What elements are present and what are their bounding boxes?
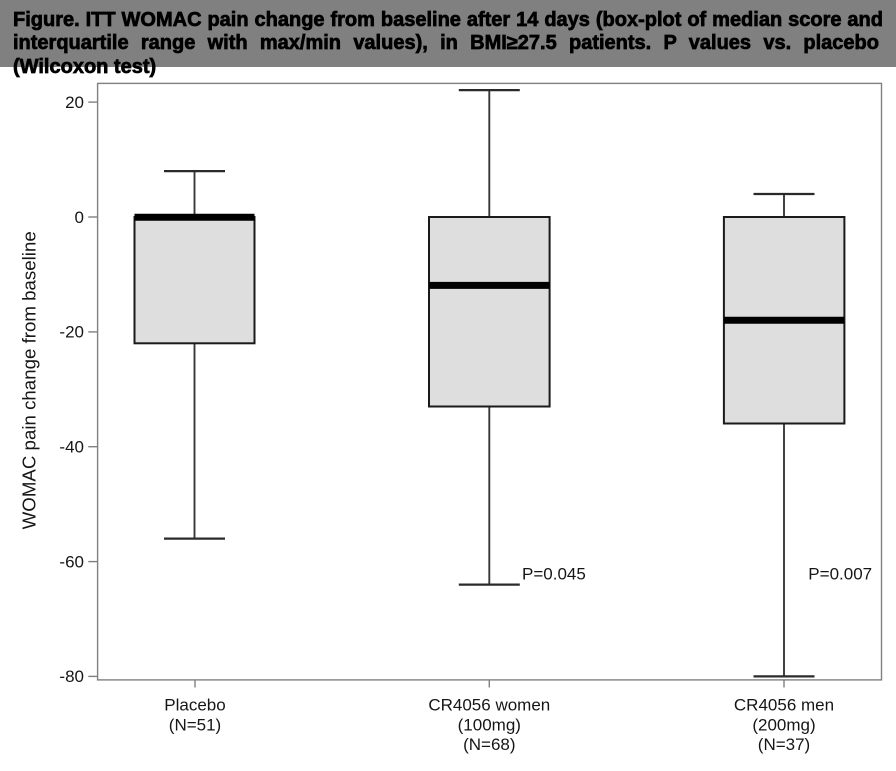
- svg-text:0: 0: [75, 208, 84, 227]
- svg-text:-40: -40: [59, 438, 84, 457]
- svg-text:Placebo: Placebo: [164, 695, 225, 714]
- svg-text:CR4056 men: CR4056 men: [734, 695, 834, 714]
- svg-text:(100mg): (100mg): [458, 715, 521, 734]
- svg-text:(200mg): (200mg): [752, 715, 815, 734]
- svg-text:P=0.045: P=0.045: [522, 565, 586, 584]
- svg-text:-80: -80: [59, 667, 84, 686]
- svg-text:-60: -60: [59, 552, 84, 571]
- svg-text:20: 20: [65, 93, 84, 112]
- svg-text:P=0.007: P=0.007: [808, 565, 872, 584]
- svg-text:(N=68): (N=68): [463, 735, 515, 754]
- svg-text:WOMAC pain change from baselin: WOMAC pain change from baseline: [19, 231, 40, 529]
- svg-text:-20: -20: [59, 323, 84, 342]
- svg-text:(N=51): (N=51): [169, 715, 221, 734]
- svg-text:CR4056 women: CR4056 women: [428, 695, 550, 714]
- svg-text:(N=37): (N=37): [758, 735, 810, 754]
